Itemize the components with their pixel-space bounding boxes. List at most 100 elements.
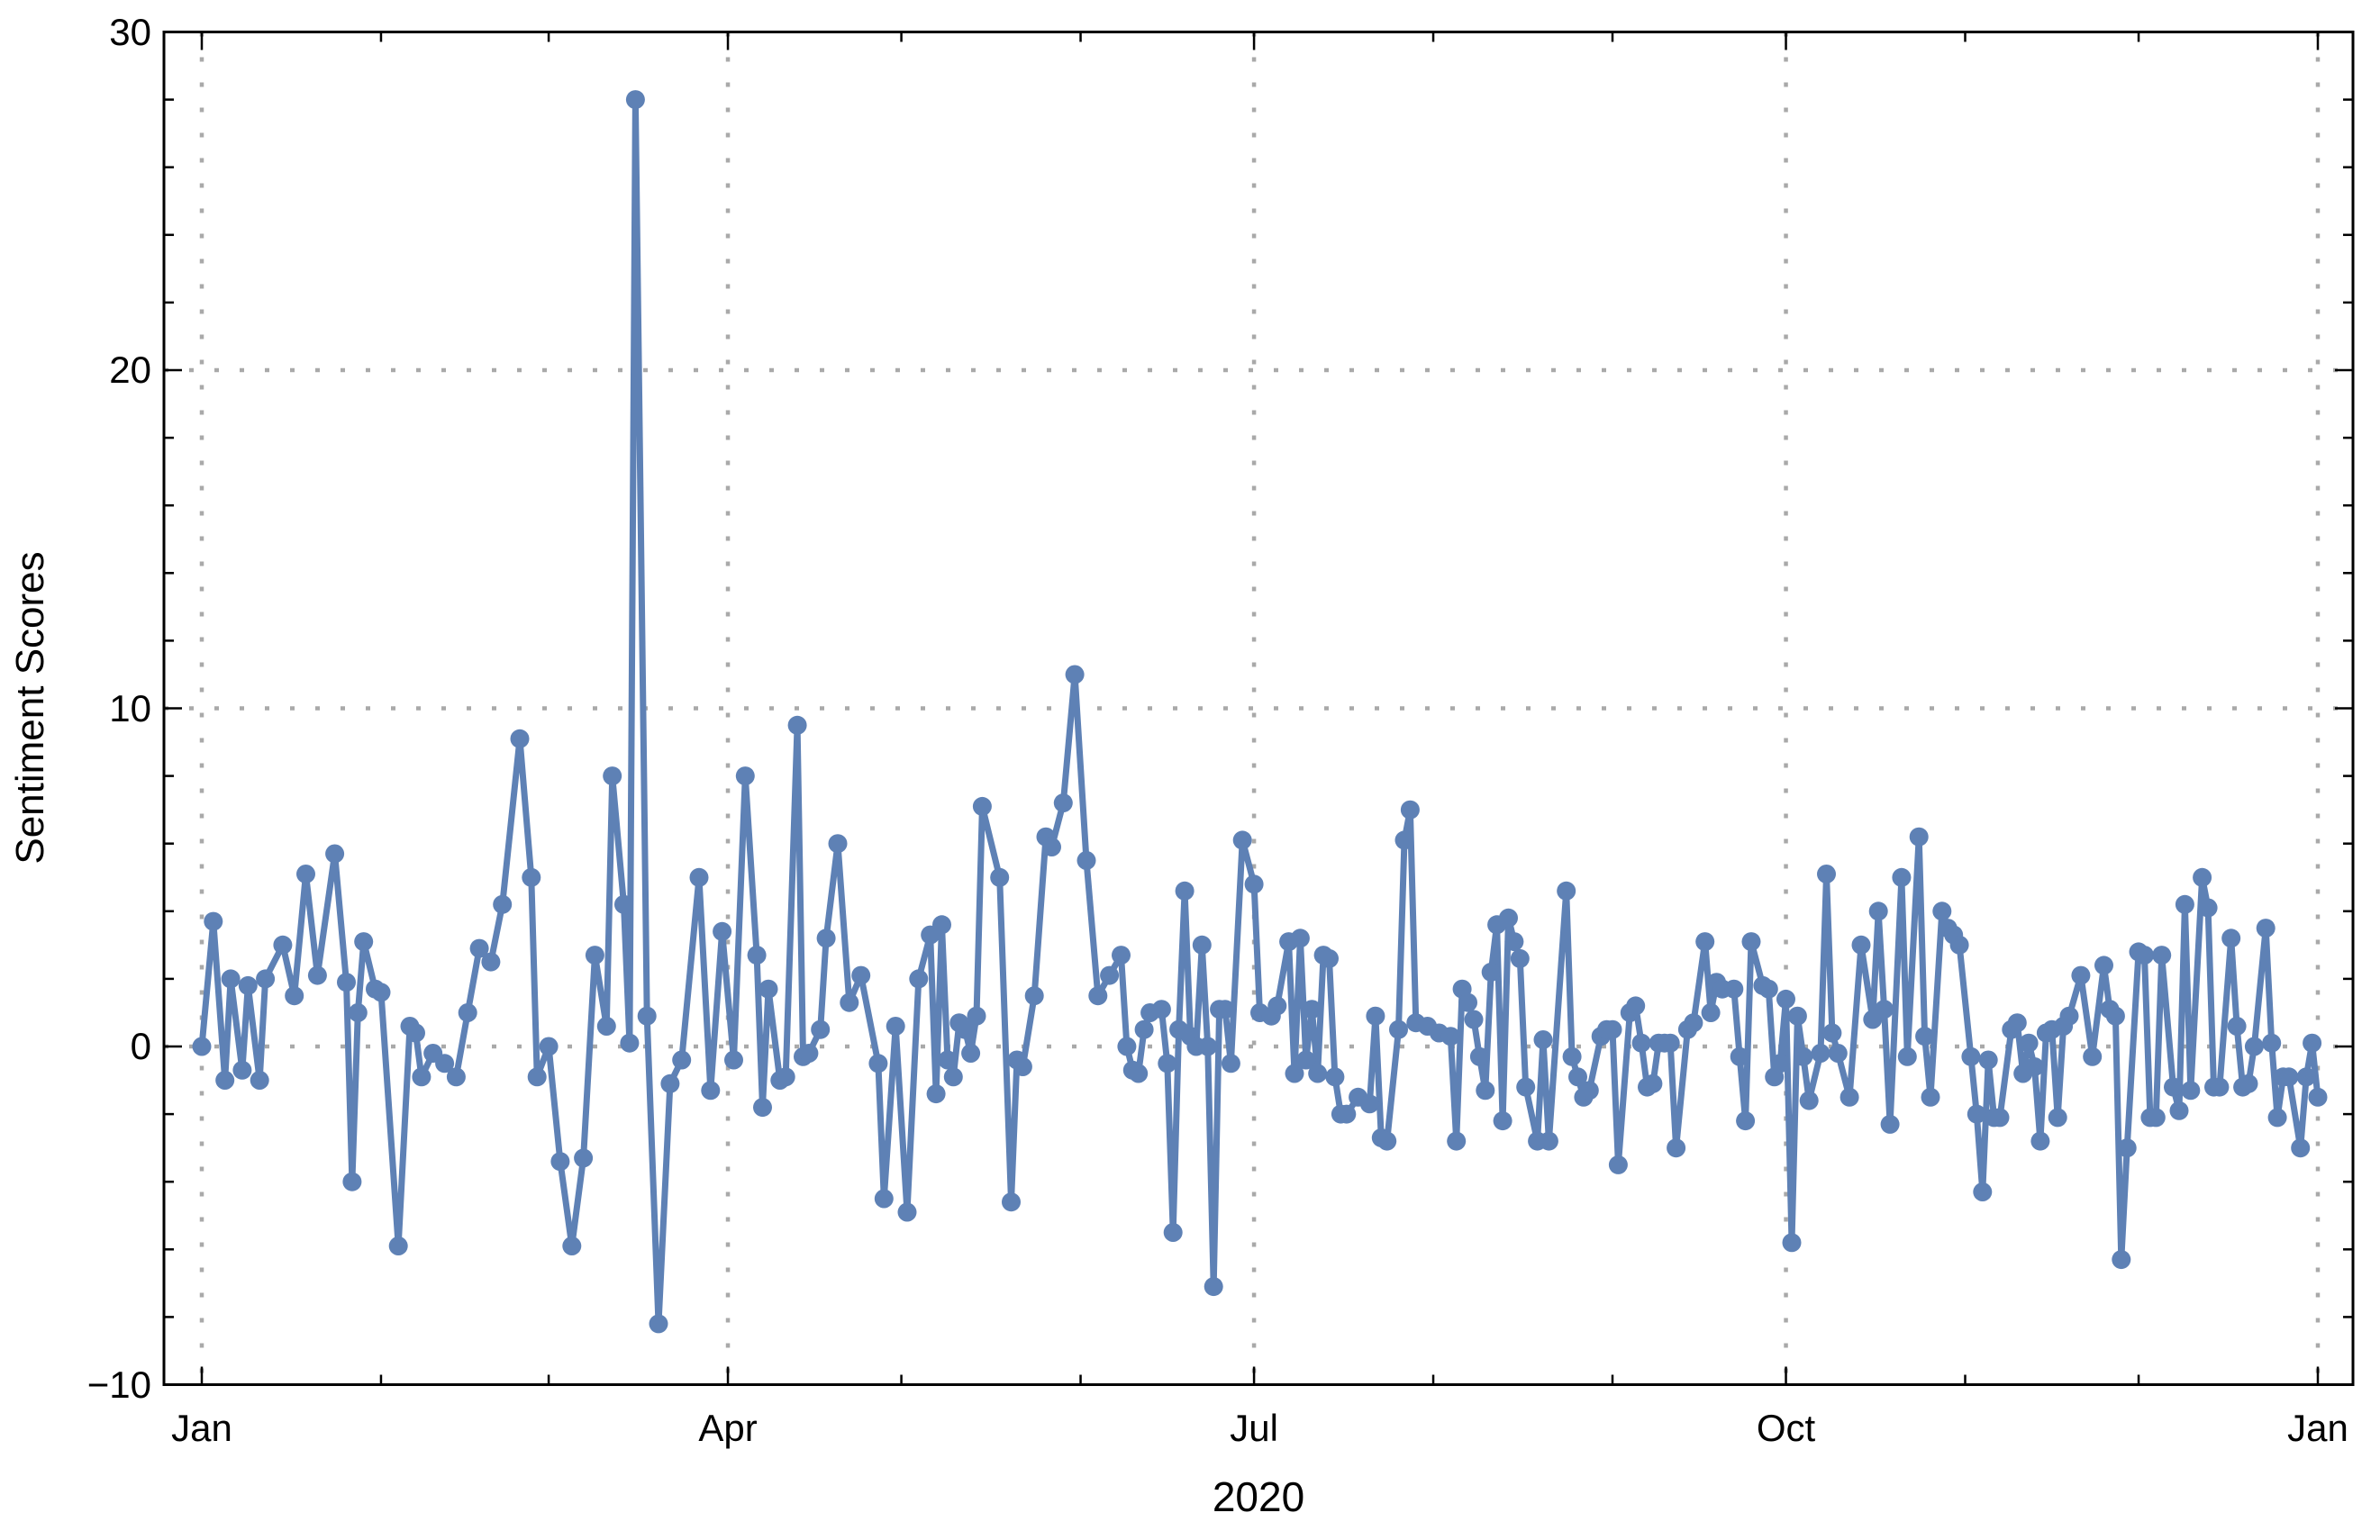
data-point-marker xyxy=(1758,979,1778,999)
data-point-marker xyxy=(1232,830,1252,850)
data-point-marker xyxy=(614,894,633,914)
data-point-marker xyxy=(204,911,223,931)
data-point-marker xyxy=(990,867,1010,887)
y-axis-tick-label: 10 xyxy=(109,686,151,729)
data-point-marker xyxy=(446,1067,466,1087)
data-point-marker xyxy=(585,946,604,965)
data-point-marker xyxy=(1967,1104,1986,1124)
data-point-marker xyxy=(1932,901,1952,921)
y-axis-tick-label: 20 xyxy=(109,349,151,391)
x-axis-tick-label: Jul xyxy=(1230,1407,1278,1449)
x-axis-tick-label: Apr xyxy=(698,1407,758,1449)
x-axis-year-label: 2020 xyxy=(1212,1473,1305,1520)
data-point-marker xyxy=(1285,1064,1304,1083)
data-point-marker xyxy=(256,969,276,989)
data-point-marker xyxy=(943,1067,963,1087)
data-point-marker xyxy=(2117,1138,2137,1158)
data-point-marker xyxy=(2146,1108,2166,1128)
data-point-marker xyxy=(1822,1023,1842,1043)
data-point-marker xyxy=(2019,1033,2039,1053)
data-point-marker xyxy=(1562,1046,1582,1066)
data-point-marker xyxy=(713,921,732,941)
data-point-marker xyxy=(1481,962,1501,982)
data-point-marker xyxy=(1684,1013,1703,1033)
data-point-marker xyxy=(926,1084,946,1104)
data-point-marker xyxy=(2030,1131,2050,1151)
data-point-marker xyxy=(1215,1000,1235,1019)
data-point-marker xyxy=(1770,1054,1790,1073)
data-point-marker xyxy=(811,1019,831,1039)
data-point-marker xyxy=(1175,881,1195,901)
data-point-marker xyxy=(1915,1027,1935,1046)
data-point-marker xyxy=(1782,1233,1802,1253)
data-point-marker xyxy=(1897,1046,1917,1066)
data-point-marker xyxy=(285,986,304,1006)
data-point-marker xyxy=(1794,1046,1813,1066)
data-point-marker xyxy=(2303,1033,2322,1053)
data-point-marker xyxy=(2262,1033,2282,1053)
data-point-marker xyxy=(1308,1064,1328,1083)
data-point-marker xyxy=(1158,1054,1177,1073)
data-point-marker xyxy=(539,1037,559,1056)
data-point-marker xyxy=(620,1033,640,1053)
data-point-marker xyxy=(1476,1081,1495,1101)
data-point-marker xyxy=(2007,1013,2027,1033)
data-point-marker xyxy=(1787,1006,1807,1026)
data-point-marker xyxy=(435,1054,455,1073)
data-point-marker xyxy=(1579,1081,1599,1101)
data-point-marker xyxy=(1990,1108,2010,1128)
y-axis-tick-label: 30 xyxy=(109,10,151,53)
data-point-marker xyxy=(1042,838,1061,856)
data-point-marker xyxy=(1880,1114,1900,1134)
data-point-marker xyxy=(955,1019,975,1039)
data-point-marker xyxy=(406,1023,425,1043)
data-point-marker xyxy=(250,1071,269,1090)
data-point-marker xyxy=(724,1050,743,1070)
data-point-marker xyxy=(1065,665,1085,684)
data-point-marker xyxy=(799,1044,819,1063)
data-point-marker xyxy=(1469,1046,1489,1066)
data-point-marker xyxy=(2267,1108,2287,1128)
data-point-marker xyxy=(660,1073,680,1093)
data-point-marker xyxy=(2169,1101,2189,1120)
data-point-marker xyxy=(2291,1138,2311,1158)
data-point-marker xyxy=(1088,986,1108,1006)
data-point-marker xyxy=(1377,1131,1397,1151)
data-point-marker xyxy=(840,992,859,1012)
data-point-marker xyxy=(1817,865,1836,883)
data-point-marker xyxy=(759,979,778,999)
data-point-marker xyxy=(1892,867,1912,887)
data-point-marker xyxy=(2094,956,2113,975)
data-point-marker xyxy=(2308,1087,2328,1107)
data-point-marker xyxy=(816,929,836,948)
data-point-marker xyxy=(2059,1006,2079,1026)
data-point-marker xyxy=(2198,898,2218,918)
data-point-marker xyxy=(1568,1067,1587,1087)
data-point-marker xyxy=(2239,1073,2258,1093)
data-point-marker xyxy=(596,1017,616,1036)
data-point-marker xyxy=(458,1003,477,1022)
data-point-marker xyxy=(1828,1044,1848,1063)
data-point-marker xyxy=(574,1148,594,1168)
data-point-marker xyxy=(1516,1077,1536,1097)
data-point-marker xyxy=(938,1050,958,1070)
data-point-marker xyxy=(1840,1087,1859,1107)
data-point-marker xyxy=(325,844,345,864)
data-point-marker xyxy=(192,1037,212,1056)
data-point-marker xyxy=(909,969,929,989)
data-point-marker xyxy=(1730,1046,1749,1066)
data-point-marker xyxy=(1724,979,1744,999)
data-point-marker xyxy=(1325,1067,1345,1087)
data-point-marker xyxy=(967,1006,986,1026)
data-point-marker xyxy=(1100,965,1120,985)
data-point-marker xyxy=(1811,1044,1830,1063)
data-point-marker xyxy=(522,867,541,887)
data-point-marker xyxy=(232,1060,252,1080)
y-axis-tick-label: −10 xyxy=(86,1363,151,1406)
data-point-marker xyxy=(747,946,767,965)
data-point-marker xyxy=(1557,881,1576,901)
data-point-marker xyxy=(1493,1111,1512,1131)
data-point-marker xyxy=(1337,1104,1357,1124)
data-point-marker xyxy=(1112,946,1131,965)
